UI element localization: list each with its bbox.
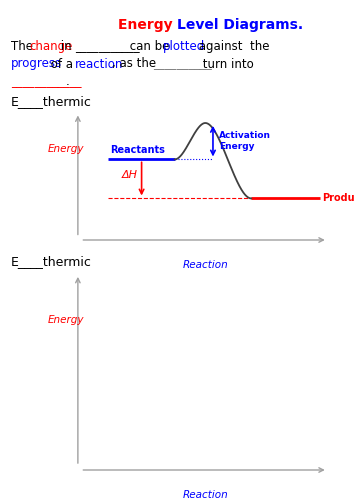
Text: turn into: turn into: [199, 58, 254, 70]
Text: __________: __________: [153, 58, 212, 70]
Text: against  the: against the: [195, 40, 269, 53]
Text: change: change: [29, 40, 73, 53]
Text: of a: of a: [47, 58, 77, 70]
Text: can be: can be: [126, 40, 173, 53]
Text: plotted: plotted: [162, 40, 205, 53]
Text: progress: progress: [11, 58, 62, 70]
Text: Energy: Energy: [47, 144, 84, 154]
Text: Activation
Energy: Activation Energy: [219, 132, 271, 151]
Text: E____thermic: E____thermic: [11, 255, 91, 268]
Text: , as the: , as the: [112, 58, 160, 70]
Text: Level Diagrams.: Level Diagrams.: [177, 18, 303, 32]
Text: Products: Products: [322, 194, 354, 203]
Text: Energy: Energy: [47, 315, 84, 325]
Text: in: in: [57, 40, 75, 53]
Text: E____thermic: E____thermic: [11, 95, 91, 108]
Text: Reactants: Reactants: [110, 145, 165, 155]
Text: Energy: Energy: [118, 18, 177, 32]
Text: ΔH: ΔH: [122, 170, 138, 180]
Text: .: .: [66, 75, 70, 88]
Text: Reaction: Reaction: [182, 260, 228, 270]
Text: The: The: [11, 40, 36, 53]
Text: reaction: reaction: [75, 58, 124, 70]
Text: ____________: ____________: [11, 75, 81, 88]
Text: ___________: ___________: [75, 40, 140, 53]
Text: Reaction: Reaction: [182, 490, 228, 500]
